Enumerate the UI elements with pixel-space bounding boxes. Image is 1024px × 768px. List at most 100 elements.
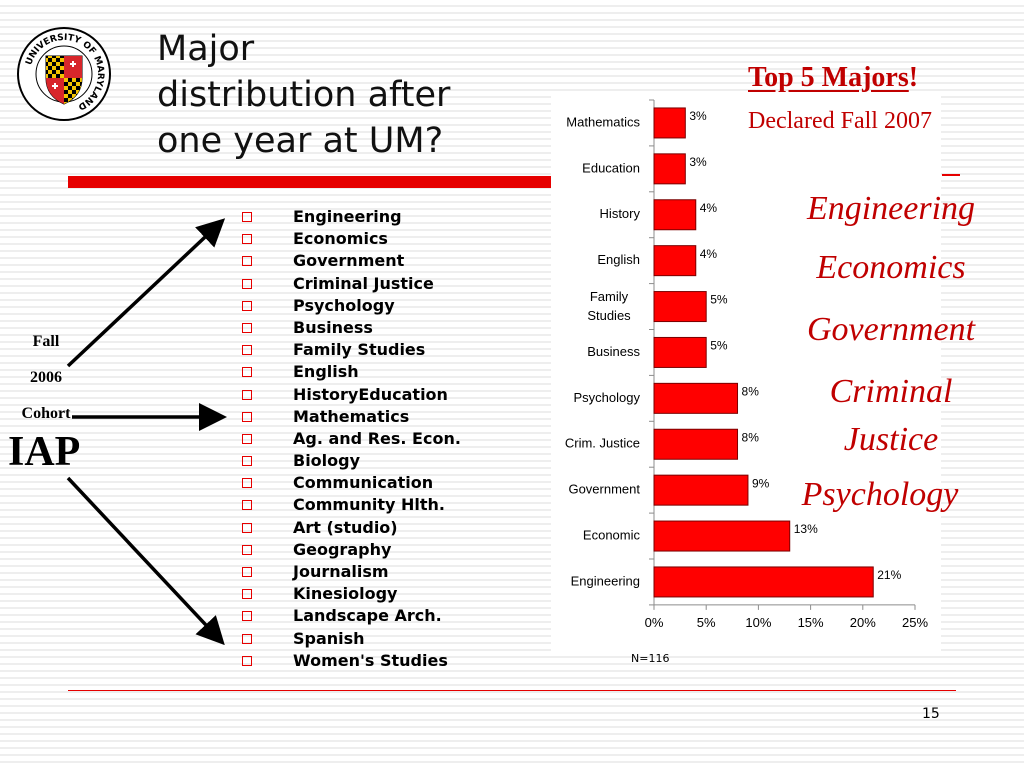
bar <box>653 107 686 139</box>
top5-heading: Top 5 Majors! <box>748 62 918 94</box>
bar <box>653 520 791 552</box>
university-seal-logo: UNIVERSITY OF MARYLAND <box>17 27 111 121</box>
list-item-label: Psychology <box>293 295 395 315</box>
bar <box>653 428 739 460</box>
list-item: Geography <box>242 539 461 561</box>
list-item: Ag. and Res. Econ. <box>242 428 461 450</box>
list-item: Mathematics <box>242 406 461 428</box>
majors-list: Engineering Economics Government Criminal J… <box>242 206 461 672</box>
x-tick-label: 20% <box>850 615 876 630</box>
list-item: Kinesiology <box>242 583 461 605</box>
top5-item-4: Criminal Justice <box>829 373 953 458</box>
square-bullet-icon <box>242 500 252 511</box>
square-bullet-icon <box>242 345 252 356</box>
list-item-label: Geography <box>293 539 392 559</box>
list-item-label: HistoryEducation <box>293 384 448 404</box>
square-bullet-icon <box>242 655 252 666</box>
list-item-label: Landscape Arch. <box>293 606 442 626</box>
list-item: Spanish <box>242 628 461 650</box>
square-bullet-icon <box>242 544 252 555</box>
top5-heading-suffix: ! <box>908 62 919 93</box>
bar <box>653 336 707 368</box>
square-bullet-icon <box>242 212 252 222</box>
list-item: Landscape Arch. <box>242 605 461 627</box>
category-label: Business <box>587 344 640 359</box>
list-item-label: Kinesiology <box>293 584 398 604</box>
slide-title: Major distribution after one year at UM? <box>157 26 517 164</box>
list-item-label: Economics <box>293 229 388 249</box>
chart-panel: 3% Mathematics 3% Education 4% History 4% Engli… <box>551 92 941 665</box>
category-label: Family <box>590 289 629 304</box>
data-label: 5% <box>710 339 728 353</box>
x-tick-label: 15% <box>798 615 824 630</box>
data-label: 5% <box>710 293 728 307</box>
bar <box>653 245 697 277</box>
list-item-label: Spanish <box>293 628 365 648</box>
square-bullet-icon <box>242 633 252 644</box>
arrow-down <box>66 476 225 646</box>
square-bullet-icon <box>242 611 252 622</box>
category-label: Economic <box>583 527 641 542</box>
major-distribution-chart: 3% Mathematics 3% Education 4% History 4% Engli… <box>565 99 928 665</box>
square-bullet-icon <box>242 300 252 311</box>
category-label: English <box>597 252 640 267</box>
list-item-label: Community Hlth. <box>293 495 445 515</box>
page-number: 15 <box>922 706 940 722</box>
data-label: 4% <box>700 247 718 261</box>
list-item: Business <box>242 317 461 339</box>
square-bullet-icon <box>242 478 252 489</box>
list-item: Engineering <box>242 206 461 228</box>
x-tick-label: 5% <box>697 615 716 630</box>
top5-item-2: Economics <box>816 249 966 286</box>
cohort-label: Cohort <box>21 405 71 422</box>
category-label: Education <box>582 160 640 175</box>
bar <box>653 199 697 231</box>
list-item: Art (studio) <box>242 517 461 539</box>
category-label: Government <box>568 482 640 497</box>
bar <box>653 382 739 414</box>
title-line-3: one year at UM? <box>157 121 444 161</box>
category-label: Engineering <box>571 573 640 588</box>
list-item: Communication <box>242 472 461 494</box>
list-item-label: Communication <box>293 473 434 493</box>
list-item-label: Ag. and Res. Econ. <box>293 428 461 448</box>
square-bullet-icon <box>242 322 252 333</box>
data-label: 8% <box>742 430 760 444</box>
top5-heading-text: Top 5 Majors <box>748 62 909 93</box>
title-line-2: distribution after <box>157 75 451 115</box>
list-item: Journalism <box>242 561 461 583</box>
square-bullet-icon <box>242 367 252 378</box>
cohort-fall-label: Fall <box>32 333 60 350</box>
title-rule-tail <box>942 174 960 176</box>
x-tick-label: 25% <box>902 615 928 630</box>
category-label: Crim. Justice <box>565 436 640 451</box>
top5-item-3: Government <box>806 311 976 348</box>
bar <box>653 153 686 185</box>
list-item-label: Engineering <box>293 207 402 226</box>
list-item: Criminal Justice <box>242 273 461 295</box>
list-item-label: Art (studio) <box>293 517 398 537</box>
list-item-label: English <box>293 362 359 382</box>
list-item-label: Government <box>293 251 405 271</box>
category-label: History <box>600 206 641 221</box>
list-item: Economics <box>242 228 461 250</box>
top5-item-5: Psychology <box>801 476 959 513</box>
data-label: 4% <box>700 201 718 215</box>
arrow-up <box>66 218 226 368</box>
footer-rule <box>68 690 956 691</box>
list-item: English <box>242 361 461 383</box>
list-item: Women's Studies <box>242 650 461 672</box>
list-item-label: Business <box>293 317 373 337</box>
sample-size-note: N=116 <box>631 652 669 665</box>
data-label: 13% <box>794 522 818 536</box>
x-tick-label: 0% <box>645 615 664 630</box>
list-item: Government <box>242 250 461 272</box>
list-item-label: Journalism <box>293 562 389 581</box>
list-item-label: Criminal Justice <box>293 273 434 293</box>
title-line-1: Major <box>157 29 255 69</box>
square-bullet-icon <box>242 411 252 422</box>
list-item-label: Biology <box>293 451 361 471</box>
cohort-year-label: 2006 <box>30 369 62 386</box>
data-label: 8% <box>742 385 760 399</box>
list-item-label: Mathematics <box>293 406 410 426</box>
